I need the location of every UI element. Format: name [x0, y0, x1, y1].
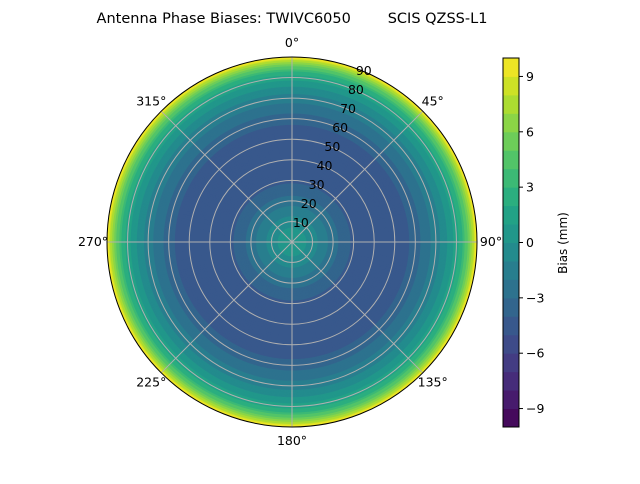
colorbar-level: [503, 58, 519, 77]
colorbar-level: [503, 187, 519, 207]
angular-tick-label: 90°: [480, 234, 502, 249]
colorbar-tick-label: 0: [526, 235, 534, 250]
colorbar-level: [503, 76, 519, 96]
colorbar-level: [503, 131, 519, 151]
polar-grid: [107, 57, 477, 427]
radial-tick-label: 20: [301, 196, 317, 211]
colorbar-level: [503, 260, 519, 280]
colorbar-level: [503, 205, 519, 225]
colorbar-tick-label: −6: [526, 346, 544, 361]
radial-tick-label: 10: [293, 215, 309, 230]
angular-tick-labels: 0° 45° 90° 135° 180° 225° 270° 315°: [78, 35, 502, 448]
colorbar-level: [503, 316, 519, 336]
colorbar-tick-label: −3: [526, 290, 544, 305]
angular-gridline: [291, 241, 424, 374]
colorbar: −9 −6 −3 0 3 6 9: [502, 57, 544, 428]
radial-tick-label: 50: [324, 139, 340, 154]
radial-tick-label: 80: [348, 82, 364, 97]
angular-gridline: [160, 110, 293, 243]
angular-tick-label: 225°: [136, 375, 166, 390]
colorbar-level: [503, 224, 519, 243]
radial-tick-label: 70: [340, 101, 356, 116]
angular-tick-label: 270°: [78, 234, 108, 249]
colorbar-level: [503, 150, 519, 170]
colorbar-level: [503, 334, 519, 354]
radial-tick-label: 40: [317, 158, 333, 173]
radial-tick-label: 90: [356, 63, 372, 78]
colorbar-level: [503, 94, 519, 114]
colorbar-level: [503, 353, 519, 373]
colorbar-level: [503, 408, 519, 428]
radial-tick-label: 60: [332, 120, 348, 135]
radial-tick-labels: 10 20 30 40 50 60 70 80 90: [293, 63, 372, 230]
angular-gridline: [291, 110, 424, 243]
polar-frame: [106, 56, 478, 428]
colorbar-label: Bias (mm): [556, 212, 570, 274]
chart-title: Antenna Phase Biases: TWIVC6050 SCIS QZS…: [97, 11, 488, 27]
colorbar-tick-label: 6: [526, 124, 534, 139]
colorbar-level: [503, 242, 519, 262]
colorbar-tick-label: 3: [526, 180, 534, 195]
colorbar-level: [503, 297, 519, 317]
colorbar-level: [503, 371, 519, 391]
angular-tick-label: 180°: [277, 433, 307, 448]
colorbar-tick-label: 9: [526, 69, 534, 84]
angular-gridline: [160, 241, 293, 374]
angular-tick-label: 0°: [285, 35, 299, 50]
colorbar-level: [503, 390, 519, 410]
colorbar-level: [503, 113, 519, 133]
radial-tick-label: 30: [309, 177, 325, 192]
angular-tick-label: 135°: [418, 375, 448, 390]
colorbar-tick-label: −9: [526, 401, 544, 416]
colorbar-level: [503, 168, 519, 188]
colorbar-level: [503, 279, 519, 299]
angular-tick-label: 45°: [422, 93, 444, 108]
angular-tick-label: 315°: [136, 93, 166, 108]
